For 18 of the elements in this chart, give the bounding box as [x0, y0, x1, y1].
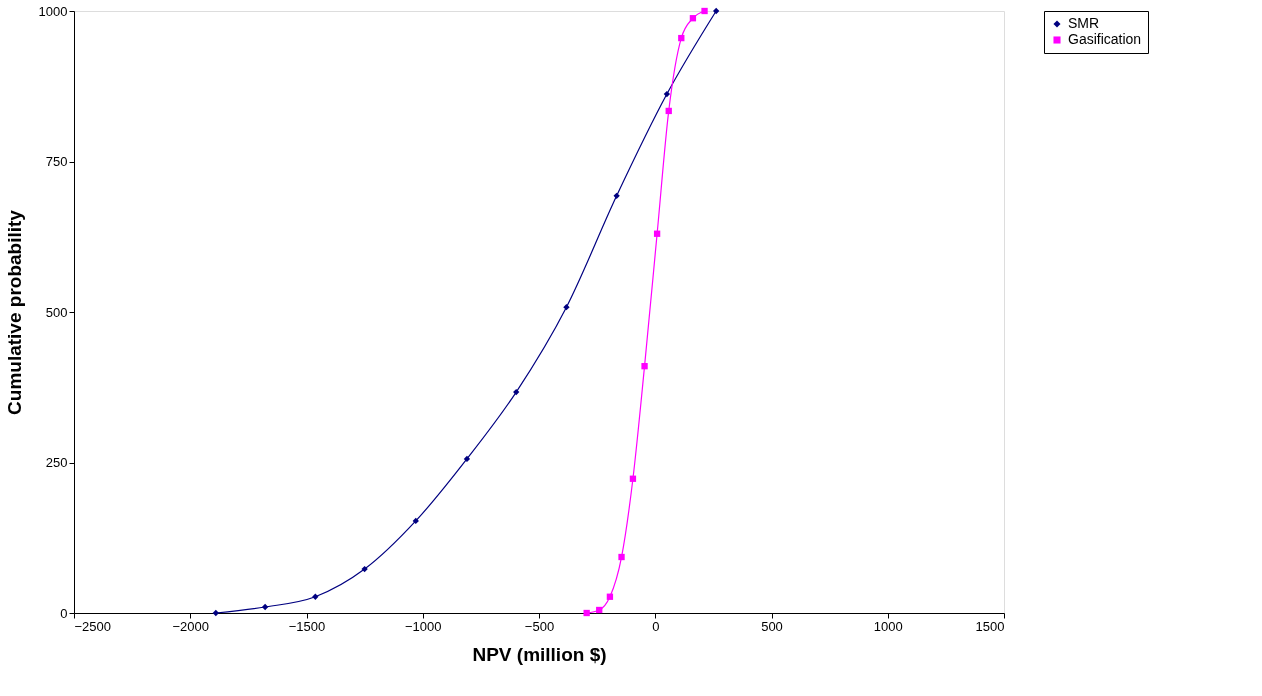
y-axis-title: Cumulative probability	[3, 209, 25, 415]
x-tick-label: 500	[761, 618, 783, 634]
y-tick-label: 250	[45, 455, 68, 470]
x-tick-label: −1000	[404, 618, 442, 634]
x-tick-label: −2000	[172, 618, 210, 634]
x-tick-label: −2500	[74, 618, 112, 634]
x-tick-label: 1000	[873, 618, 903, 634]
x-tick-label: −500	[524, 618, 555, 634]
y-tick-label: 750	[45, 154, 68, 169]
y-tick-label: 500	[45, 304, 68, 320]
x-tick-label: 0	[652, 618, 660, 634]
x-tick-label: −1500	[288, 618, 326, 634]
y-tick-label: 1000	[38, 3, 68, 19]
x-tick-label: 1500	[975, 618, 1005, 634]
legend-label: SMR	[1068, 15, 1100, 31]
legend-label: Gasification	[1068, 31, 1142, 47]
y-tick-label: 0	[60, 605, 68, 621]
x-axis-title: NPV (million $)	[472, 643, 607, 665]
